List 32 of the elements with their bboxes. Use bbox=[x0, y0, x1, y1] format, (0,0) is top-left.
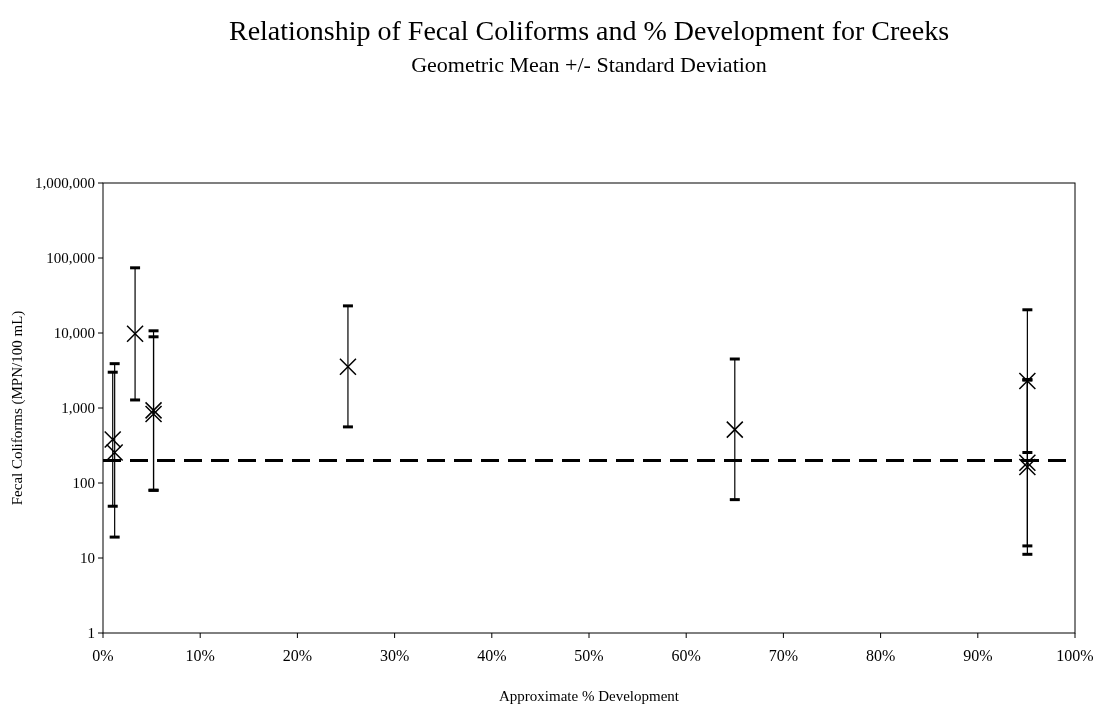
x-tick-label: 60% bbox=[671, 647, 701, 664]
point bbox=[1018, 454, 1037, 472]
y-tick-label: 1 bbox=[87, 625, 95, 641]
x-axis-title: Approximate % Development bbox=[499, 688, 680, 704]
x-tick-label: 0% bbox=[92, 647, 114, 664]
x-tick-label: 30% bbox=[379, 647, 410, 664]
point bbox=[1018, 458, 1037, 476]
point bbox=[1018, 372, 1037, 390]
x-tick-label: 20% bbox=[282, 647, 313, 664]
x-tick-label: 10% bbox=[185, 647, 215, 664]
x-tick-label: 90% bbox=[963, 647, 993, 664]
x-tick-label: 40% bbox=[477, 647, 507, 664]
y-tick-label: 1,000 bbox=[61, 400, 95, 416]
point bbox=[144, 401, 163, 420]
x-tick-label: 80% bbox=[865, 647, 896, 664]
x-tick-label: 100% bbox=[1056, 647, 1094, 664]
x-tick-label: 50% bbox=[574, 647, 604, 664]
point bbox=[726, 420, 744, 439]
y-tick-label: 10,000 bbox=[53, 325, 95, 341]
x-tick-label: 70% bbox=[768, 647, 799, 664]
point bbox=[103, 430, 122, 449]
point bbox=[144, 405, 163, 423]
y-tick-label: 1,000,000 bbox=[35, 175, 95, 191]
y-axis-title: Fecal Coliforms (MPN/100 mL) bbox=[9, 310, 26, 506]
y-tick-label: 10 bbox=[80, 550, 95, 566]
y-tick-label: 100,000 bbox=[46, 250, 95, 266]
y-tick-label: 100 bbox=[72, 475, 95, 491]
chart-subtitle: Geometric Mean +/- Standard Deviation bbox=[411, 52, 767, 77]
chart-title: Relationship of Fecal Coliforms and % Development for Creeks bbox=[228, 15, 950, 46]
point bbox=[126, 324, 144, 343]
point bbox=[339, 357, 357, 376]
point bbox=[105, 443, 124, 462]
